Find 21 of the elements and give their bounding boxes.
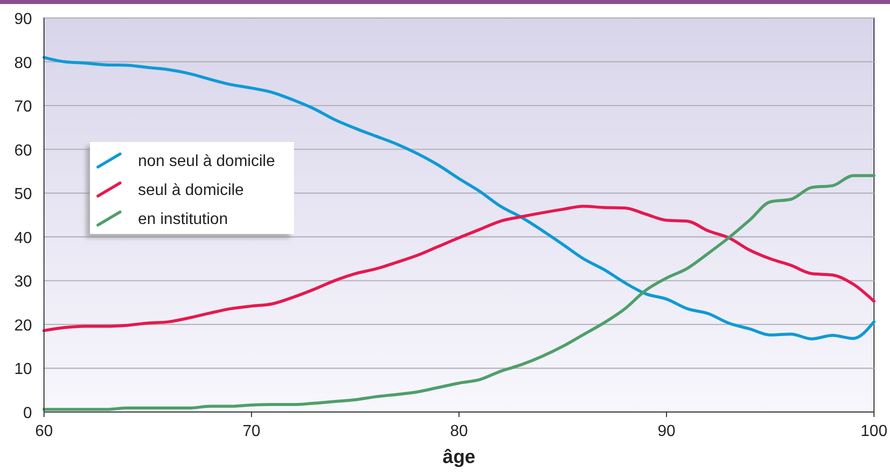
y-tick-label: 60 bbox=[14, 142, 32, 160]
y-tick-label: 30 bbox=[14, 274, 32, 291]
x-tick-label: 80 bbox=[450, 423, 468, 440]
y-tick-label: 80 bbox=[14, 54, 32, 72]
y-tick-label: 40 bbox=[14, 230, 32, 247]
line-series bbox=[42, 56, 876, 340]
x-tick-label: 70 bbox=[242, 423, 260, 440]
y-tick-label: 10 bbox=[14, 361, 32, 378]
x-tick-label: 60 bbox=[35, 423, 53, 440]
line-series bbox=[42, 204, 876, 332]
y-tick-label: 0 bbox=[23, 405, 32, 422]
x-axis-title: âge bbox=[442, 447, 476, 468]
legend-label: en institution bbox=[138, 211, 228, 228]
y-tick-label: 70 bbox=[14, 98, 32, 116]
y-tick-label: 50 bbox=[14, 186, 32, 204]
legend-label: non seul à domicile bbox=[138, 153, 276, 170]
y-tick-label: 20 bbox=[14, 317, 32, 334]
x-tick-label: 90 bbox=[658, 423, 676, 440]
x-tick-label: 100 bbox=[860, 423, 888, 440]
y-tick-label: 90 bbox=[14, 11, 32, 28]
legend-label: seul à domicile bbox=[138, 182, 244, 199]
